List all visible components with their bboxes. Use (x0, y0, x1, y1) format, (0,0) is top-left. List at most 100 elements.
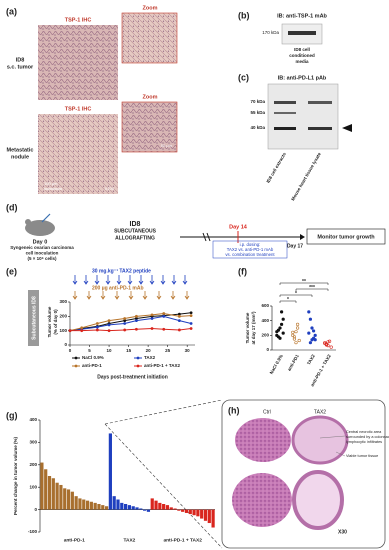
ihc-image (38, 25, 118, 100)
dose-arrow (72, 291, 78, 300)
dose-arrow (86, 291, 92, 300)
x-tick-label: anti-PD1 (286, 353, 300, 372)
label: X30 (338, 529, 347, 535)
label: Day 0 (33, 239, 48, 245)
point (123, 319, 127, 323)
label: ALLOGRAFTING (115, 235, 155, 241)
legend-label: NaCl 0.9% (82, 355, 104, 360)
bar (120, 502, 124, 510)
bar (211, 509, 215, 528)
bar (181, 509, 185, 512)
x-tick-label: NaCl 0.9% (269, 354, 284, 375)
point (123, 322, 127, 325)
point (80, 326, 84, 330)
label: Zoom (143, 94, 158, 100)
bar (154, 500, 158, 510)
series-line (70, 328, 192, 332)
label: Day 14 (229, 224, 248, 230)
x-axis-label: Days post-treatment initiation (97, 374, 168, 380)
significance-label: ** (302, 279, 306, 285)
y-tick-label: 200 (59, 314, 67, 319)
x-tick-label: 5 (88, 348, 91, 353)
label: 170 kDa (262, 30, 279, 35)
series-line (69, 315, 192, 332)
x-tick-label: TAX2 (306, 353, 316, 366)
dose-arrow (72, 275, 78, 285)
point (189, 327, 193, 330)
timeline-arrow (300, 234, 305, 240)
point (326, 344, 330, 348)
label: 70 kDa (250, 99, 265, 104)
y-tick-label: 100 (29, 484, 37, 489)
bar (162, 504, 166, 510)
dose-arrow (94, 275, 100, 285)
dose-arrow (127, 275, 133, 285)
label: ID8 cell extracts (265, 151, 287, 184)
point (177, 312, 181, 316)
point (307, 310, 311, 314)
x-tick-label: 25 (165, 348, 171, 353)
bar (169, 507, 173, 510)
label: (5 × 10⁶ cells) (28, 256, 57, 261)
significance-bracket (279, 282, 329, 285)
point (296, 322, 300, 326)
panel-label: (f) (238, 266, 247, 276)
legend-label: anti-PD-1 + TAX2 (144, 363, 181, 368)
point (123, 328, 127, 332)
x-tick-label: 30 (185, 348, 191, 353)
legend-label: TAX2 (144, 355, 156, 360)
y-axis-label: Tumor volume (245, 312, 250, 343)
series-line (69, 312, 192, 332)
dose-arrow (170, 291, 176, 300)
label: SUBCUTANEOUS (114, 228, 157, 234)
point (80, 329, 84, 333)
point (294, 330, 298, 334)
panel-label: (e) (6, 266, 17, 276)
significance-label: *** (309, 285, 315, 291)
histology-image (291, 415, 349, 465)
point (308, 341, 313, 345)
point (275, 333, 279, 337)
point (107, 319, 111, 323)
point (329, 345, 333, 349)
label: Subcutaneous ID8 (31, 296, 37, 340)
significance-label: * (287, 297, 289, 303)
dose-arrow (105, 275, 111, 285)
point (280, 322, 284, 326)
y-axis-label: (% of day 0) (53, 309, 58, 335)
bar (40, 462, 44, 510)
point (177, 328, 181, 332)
bar (207, 509, 211, 524)
x-tick-label: 15 (126, 348, 132, 353)
point (291, 330, 295, 335)
bar (139, 508, 143, 510)
label: Mouse heart tissue lysate (290, 151, 322, 201)
dose-arrow (142, 291, 148, 300)
label: ID8 cell (294, 47, 310, 52)
point (278, 326, 282, 330)
bar (74, 496, 78, 510)
label: vs. combination treatment (225, 252, 275, 257)
point (95, 328, 99, 332)
bar (112, 496, 116, 510)
arrow (342, 124, 352, 132)
ihc-image (38, 114, 118, 194)
bar (47, 476, 52, 510)
point (292, 337, 297, 341)
point (177, 319, 181, 323)
histology-image (235, 418, 291, 462)
dosing-box (212, 240, 288, 259)
zoom-line (104, 399, 223, 425)
dose-arrow (184, 291, 190, 300)
bar (177, 509, 181, 511)
point (296, 326, 300, 330)
point (189, 314, 193, 318)
bar (135, 507, 139, 510)
bar (82, 499, 86, 510)
panel-label: (b) (238, 10, 250, 20)
point (278, 336, 282, 340)
point (68, 329, 72, 333)
significance-label: * (295, 291, 297, 297)
